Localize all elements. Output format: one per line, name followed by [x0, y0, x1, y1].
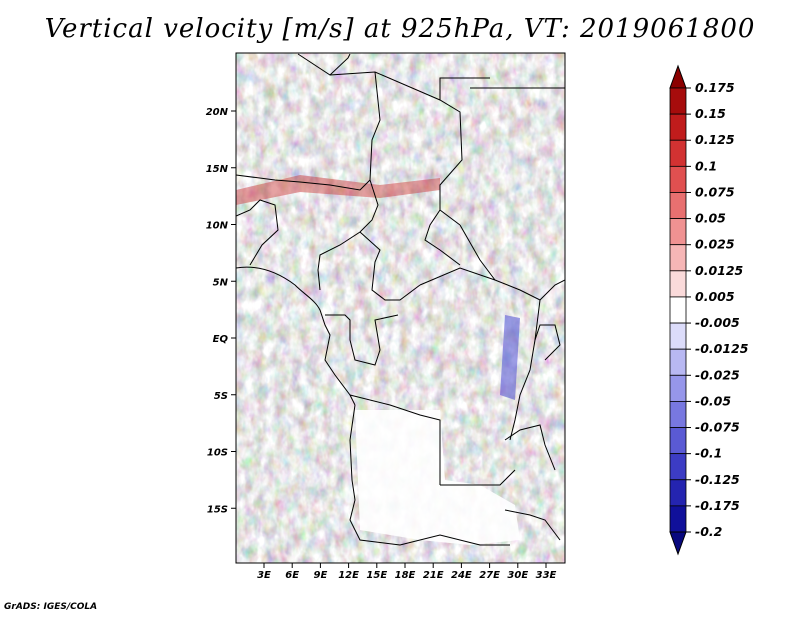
- plot-frame: [235, 52, 566, 564]
- lon-tick-label: 15E: [366, 570, 387, 581]
- lat-tick-label: 10N: [206, 221, 229, 232]
- colorbar-segment: [669, 296, 687, 324]
- colorbar-label: 0.1: [695, 158, 717, 173]
- lat-tick-label: EQ: [213, 334, 229, 345]
- velocity-field: [236, 53, 565, 563]
- lon-tick-label: 18E: [395, 570, 416, 581]
- colorbar-label: 0.175: [695, 80, 735, 95]
- colorbar-label: -0.1: [695, 446, 722, 461]
- colorbar-label: -0.025: [695, 367, 740, 382]
- colorbar-segment: [669, 374, 687, 402]
- colorbar-segment: [669, 270, 687, 298]
- colorbar-label: -0.2: [695, 524, 722, 539]
- colorbar-label: -0.175: [695, 498, 740, 513]
- colorbar-bottom-arrow: [669, 531, 687, 556]
- credit-text: GrADS: IGES/COLA: [4, 602, 98, 612]
- colorbar-segment: [669, 244, 687, 272]
- lat-tick-label: 20N: [206, 107, 229, 118]
- colorbar-segment: [669, 87, 687, 115]
- colorbar-segment: [669, 453, 687, 481]
- lon-tick-label: 24E: [451, 570, 472, 581]
- lon-tick-label: 21E: [423, 570, 444, 581]
- colorbar-segment: [669, 113, 687, 141]
- colorbar-segment: [669, 479, 687, 507]
- colorbar-label: 0.005: [695, 289, 735, 304]
- lon-tick-label: 12E: [338, 570, 359, 581]
- colorbar-label: 0.0125: [695, 263, 744, 278]
- latitude-axis: 20N 15N 10N 5N EQ 5S 10S 15S: [206, 107, 236, 515]
- colorbar-segment: [669, 218, 687, 246]
- colorbar-segment: [669, 322, 687, 350]
- lon-tick-label: 6E: [285, 570, 299, 581]
- lon-tick-label: 9E: [314, 570, 328, 581]
- colorbar: 0.175 0.15 0.125 0.1 0.075 0.05 0.025 0.0125 0.0…: [669, 64, 749, 556]
- colorbar-segment: [669, 139, 687, 167]
- longitude-axis: 3E 6E 9E 12E 15E 18E 21E 24E 27E 30E 33E: [257, 563, 557, 581]
- lat-tick-label: 10S: [207, 448, 228, 459]
- colorbar-label: -0.05: [695, 393, 731, 408]
- colorbar-label: 0.075: [695, 184, 735, 199]
- lat-tick-label: 15N: [206, 164, 229, 175]
- map-title: Vertical velocity [m/s] at 925hPa, VT: 2…: [44, 14, 756, 44]
- lat-tick-label: 15S: [207, 504, 228, 515]
- lon-tick-label: 3E: [257, 570, 271, 581]
- colorbar-label: -0.005: [695, 315, 740, 330]
- colorbar-segment: [669, 401, 687, 428]
- lat-tick-label: 5S: [214, 391, 228, 402]
- colorbar-label: -0.0125: [695, 341, 749, 356]
- colorbar-segment: [669, 165, 687, 193]
- colorbar-segment: [669, 505, 687, 533]
- colorbar-label: 0.15: [695, 106, 726, 121]
- colorbar-label: -0.125: [695, 472, 740, 487]
- lon-tick-label: 27E: [479, 570, 500, 581]
- colorbar-top-arrow: [669, 64, 687, 89]
- colorbar-label: 0.125: [695, 132, 735, 147]
- lon-tick-label: 30E: [507, 570, 528, 581]
- colorbar-label: -0.075: [695, 420, 740, 435]
- colorbar-label: 0.05: [695, 211, 726, 226]
- colorbar-segment: [669, 192, 687, 219]
- colorbar-segment: [669, 348, 687, 376]
- lat-tick-label: 5N: [213, 277, 229, 288]
- colorbar-label: 0.025: [695, 237, 735, 252]
- lon-tick-label: 33E: [536, 570, 557, 581]
- colorbar-segment: [669, 427, 687, 455]
